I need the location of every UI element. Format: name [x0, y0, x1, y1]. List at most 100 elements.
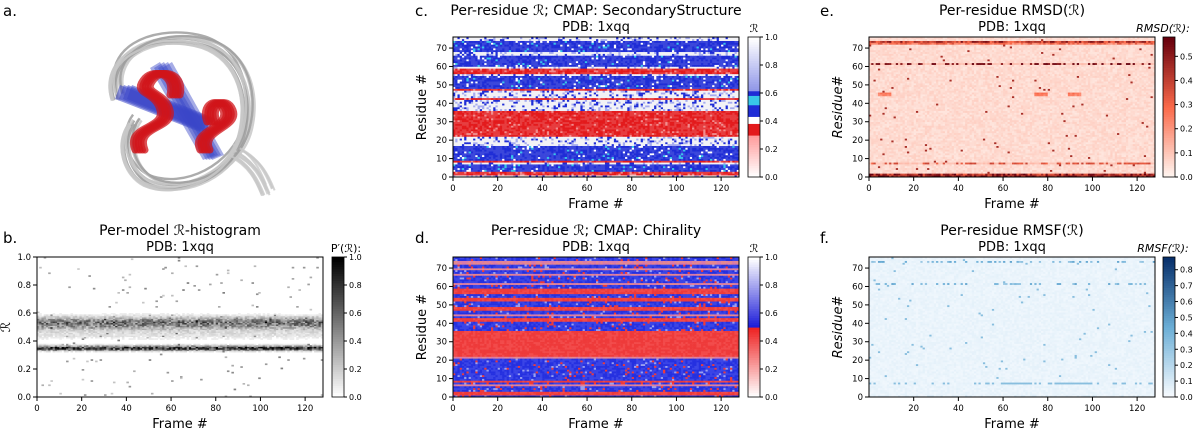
histogram-cell [77, 268, 80, 270]
ss-cell [614, 160, 617, 162]
ss-cell [509, 151, 512, 153]
ss-cell [578, 162, 581, 164]
ss-cell [681, 173, 684, 175]
histogram-cell [91, 314, 94, 316]
ss-cell [596, 159, 599, 161]
ss-cell [482, 160, 485, 162]
ss-cell [714, 162, 717, 164]
ss-cell [668, 160, 671, 162]
ss-cell [567, 159, 570, 161]
ss-cell [567, 160, 570, 162]
ss-cell [484, 159, 487, 161]
ss-cell [518, 173, 521, 175]
ss-cell [598, 155, 601, 157]
ss-cell [603, 157, 606, 159]
ss-cell [690, 164, 693, 166]
ss-cell [495, 164, 498, 166]
x-tick-label: 100 [668, 184, 684, 194]
ss-cell [516, 173, 519, 175]
ss-cell [513, 171, 516, 173]
histogram-cell [41, 344, 44, 346]
ss-cell [685, 155, 688, 157]
ss-cell [513, 164, 516, 166]
ss-cell [670, 170, 673, 172]
ss-cell [614, 157, 617, 159]
ss-cell [462, 166, 465, 168]
ss-cell [583, 157, 586, 159]
histogram-cell [129, 386, 132, 388]
ss-cell [460, 162, 463, 164]
ss-cell [656, 173, 659, 175]
histogram-cell [124, 344, 127, 346]
ss-cell [475, 164, 478, 166]
histogram-cell [176, 316, 179, 318]
ss-cell [627, 162, 630, 164]
ss-cell [630, 170, 633, 172]
ss-cell [656, 166, 659, 168]
ss-cell [484, 157, 487, 159]
ss-cell [614, 151, 617, 153]
ss-cell [697, 162, 700, 164]
ss-cell [576, 160, 579, 162]
ss-cell [647, 173, 650, 175]
ss-cell [525, 171, 528, 173]
ss-cell [714, 171, 717, 173]
histogram-cell [256, 314, 259, 316]
ss-cell [652, 166, 655, 168]
ss-cell [730, 171, 733, 173]
histogram-cell [256, 337, 259, 339]
ss-cell [562, 171, 565, 173]
ss-cell [516, 166, 519, 168]
x-tick-label: 0 [450, 184, 455, 194]
histogram-cell [301, 314, 304, 316]
ss-cell [558, 162, 561, 164]
histogram-cell [316, 344, 319, 346]
ss-cell [663, 155, 666, 157]
ss-cell [475, 168, 478, 170]
histogram-cell [312, 344, 315, 346]
ss-cell [668, 153, 671, 155]
ss-cell [603, 171, 606, 173]
ss-cell [518, 151, 521, 153]
histogram-cell [169, 344, 172, 346]
ss-cell [567, 173, 570, 175]
ss-cell [509, 168, 512, 170]
histogram-cell [55, 344, 58, 346]
ss-cell [569, 162, 572, 164]
ss-cell [605, 151, 608, 153]
histogram-cell [240, 279, 243, 281]
ss-cell [665, 171, 668, 173]
ss-cell [728, 173, 731, 175]
ss-cell [692, 153, 695, 155]
histogram-cell [160, 313, 163, 315]
ss-cell [726, 159, 729, 161]
ss-cell [495, 162, 498, 164]
ss-cell [511, 164, 514, 166]
ss-cell [571, 168, 574, 170]
ss-cell [627, 173, 630, 175]
ss-cell [502, 160, 505, 162]
ss-cell [560, 162, 563, 164]
ss-cell [735, 157, 738, 159]
ss-cell [596, 160, 599, 162]
ss-cell [466, 153, 469, 155]
ss-cell [464, 157, 467, 159]
ss-cell [498, 157, 501, 159]
ss-cell [536, 155, 539, 157]
histogram-cell [247, 384, 250, 386]
ss-cell [630, 164, 633, 166]
ss-cell [551, 162, 554, 164]
ss-cell [634, 153, 637, 155]
ss-cell [504, 171, 507, 173]
ss-cell [475, 159, 478, 161]
histogram-cell [281, 314, 284, 316]
ss-cell [491, 162, 494, 164]
ss-cell [645, 159, 648, 161]
ss-cell [661, 166, 664, 168]
histogram-cell [153, 338, 156, 340]
ss-cell [589, 151, 592, 153]
histogram-cell [151, 393, 154, 395]
ss-cell [632, 171, 635, 173]
ss-cell [567, 166, 570, 168]
ss-cell [574, 170, 577, 172]
